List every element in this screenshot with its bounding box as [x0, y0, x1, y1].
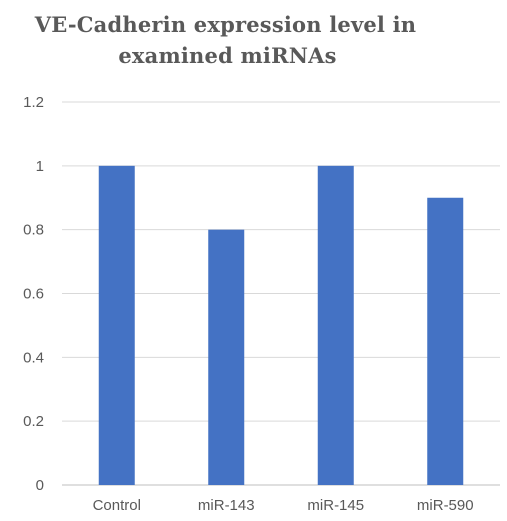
y-tick-label: 0: [36, 477, 44, 494]
y-tick-label: 0.4: [23, 349, 44, 366]
x-tick-label: miR-590: [417, 497, 474, 514]
chart-title-line-1: VE-Cadherin expression level in: [34, 12, 417, 37]
x-tick-label: miR-145: [307, 497, 364, 514]
x-tick-label: Control: [93, 497, 141, 514]
bar: [98, 165, 135, 486]
x-tick-label: miR-143: [198, 497, 255, 514]
bar: [208, 229, 245, 485]
y-tick-label: 1.2: [23, 94, 44, 111]
y-tick-label: 1: [36, 158, 44, 175]
y-tick-label: 0.2: [23, 413, 44, 430]
chart-title-line-2: examined miRNAs: [118, 43, 337, 68]
bar: [317, 165, 354, 486]
y-tick-label: 0.6: [23, 286, 44, 303]
bar: [427, 197, 464, 485]
y-tick-label: 0.8: [23, 222, 44, 239]
